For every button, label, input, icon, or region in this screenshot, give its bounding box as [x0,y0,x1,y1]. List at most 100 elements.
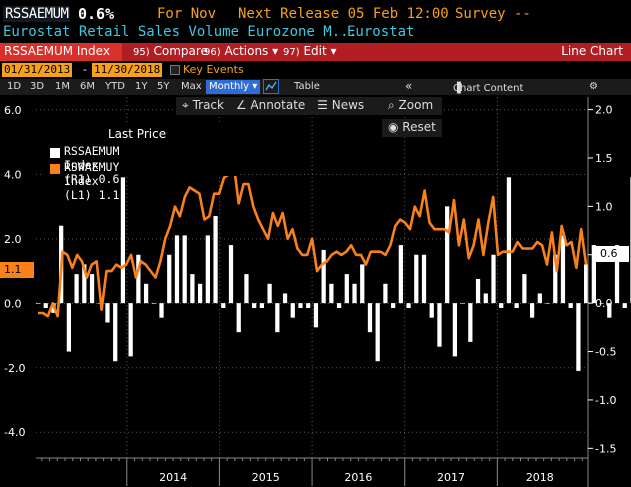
bar-rssaemum [499,303,504,308]
function-toolbar: RSSAEMUM Index 95) Compare 96) Actions ▾… [0,43,631,61]
bar-rssaemum [182,235,187,304]
tab-1m[interactable]: 1M [55,81,70,92]
bar-rssaemum [120,177,126,304]
collapse-icon[interactable]: « [405,79,413,93]
legend-item-text: RSSAEMUM Index (R1) 0.6 [64,144,120,186]
track-label: Track [192,98,224,112]
left-axis-tick-label: 2.0 [4,233,22,246]
edit-button[interactable]: 97) Edit ▾ [279,43,341,61]
date-separator: - [83,63,87,76]
news-button[interactable]: ☰ News [317,98,364,112]
line-chart-icon[interactable] [263,79,279,95]
tab-6m[interactable]: 6M [80,81,95,92]
bar-rssaemum [113,303,118,362]
bar-rssaemum [568,303,573,308]
chart-content-label: Chart Content [453,83,524,94]
bar-rssaemum [591,245,596,304]
x-axis-year-label: 2014 [159,471,187,484]
bar-rssaemum [460,303,465,304]
bar-rssaemum [190,274,195,304]
bar-rssaemum [614,245,620,304]
zoom-label: Zoom [398,98,434,112]
left-axis-tick-label: -2.0 [4,362,25,375]
bar-rssaemum [174,235,180,304]
chart-legend[interactable]: Last Price RSSAEMUM Index (R1) 0.6 RSWAE… [42,124,237,202]
bar-rssaemum [483,293,488,304]
legend-swatch-orange [50,164,60,174]
bar-rssaemum [329,283,334,304]
right-axis-tick-label: -1.0 [595,394,616,407]
bar-rssaemum [529,303,535,318]
bar-rssaemum [406,303,411,308]
bar-rssaemum [367,303,373,333]
x-axis-year-label: 2018 [526,471,554,484]
bar-rssaemum [437,303,442,347]
right-axis-tick-label: -1.5 [595,442,616,455]
bar-rssaemum [391,303,396,308]
right-axis-tick-label: 0.0 [595,297,613,310]
bar-rssaemum [352,283,357,304]
end-date-input[interactable]: 11/30/2018 [92,63,163,77]
tab-max[interactable]: Max [181,81,202,92]
bar-rssaemum [491,254,496,304]
last-value: 0.6% [78,5,115,23]
news-icon: ☰ [317,98,332,112]
crosshair-icon: ⌖ [182,98,193,112]
right-axis-tick-label: 1.0 [595,200,613,213]
zoom-button[interactable]: ⌕ Zoom [382,97,442,115]
bar-rssaemum [452,303,458,357]
reset-radio-icon: ◉ [388,120,403,134]
description-row: Eurostat Retail Sales Volume Eurozone M.… [0,24,631,44]
left-last-value-tag: 1.1 [0,262,34,278]
bar-rssaemum [321,249,326,304]
x-axis-year-label: 2015 [252,471,280,484]
chart-content-icon: ▐ [453,83,461,94]
right-axis-tick-label: 2.0 [595,104,613,117]
bar-rssaemum [136,254,141,304]
frequency-dropdown[interactable]: Monthly ▾ [206,80,261,94]
magnifier-icon: ⌕ [388,98,399,112]
bar-rssaemum [445,206,450,304]
left-axis-tick-label: -4.0 [4,426,25,439]
bar-rssaemum [584,264,589,304]
settings-gear-icon[interactable]: ⚙ [589,81,598,92]
reset-button[interactable]: ◉ Reset [382,119,442,137]
survey-label: Survey -- [455,6,531,22]
track-button[interactable]: ⌖ Track [182,98,224,112]
pencil-icon: ∠ [235,98,251,112]
line-rswaemuy [38,163,588,318]
compare-shortcut: 95) [133,47,150,58]
key-events-checkbox[interactable] [170,65,180,75]
tab-3d[interactable]: 3D [30,81,45,92]
bar-rssaemum [159,303,164,318]
ticker-label[interactable]: RSSAEMUM [3,6,71,22]
bar-rssaemum [43,303,48,308]
bar-rssaemum [560,235,566,304]
start-date-input[interactable]: 01/31/2013 [2,63,73,77]
annotate-button[interactable]: ∠ Annotate [236,98,306,112]
bar-rssaemum [290,303,295,318]
bar-rssaemum [221,303,226,308]
bar-rssaemum [151,303,156,304]
table-button[interactable]: Table [294,81,320,92]
bar-rssaemum [506,177,512,304]
left-axis-tick-label: 6.0 [4,104,22,117]
tab-ytd[interactable]: YTD [105,81,125,92]
bar-rssaemum [66,303,72,352]
bar-rssaemum [74,274,79,304]
compare-button[interactable]: 95) Compare [129,43,212,61]
bar-rssaemum [252,303,257,308]
tab-1d[interactable]: 1D [7,81,22,92]
bar-rssaemum [375,303,380,362]
reset-label: Reset [402,120,436,134]
bar-rssaemum [537,293,542,304]
actions-button[interactable]: 96) Actions ▾ [200,43,282,61]
tab-1y[interactable]: 1Y [135,81,148,92]
tab-5y[interactable]: 5Y [157,81,170,92]
index-field[interactable]: RSSAEMUM Index [0,43,122,61]
news-label: News [331,98,365,112]
bar-rssaemum [576,303,581,371]
edit-label: Edit ▾ [303,44,337,58]
bar-rssaemum [398,245,403,304]
bar-rssaemum [298,303,303,308]
